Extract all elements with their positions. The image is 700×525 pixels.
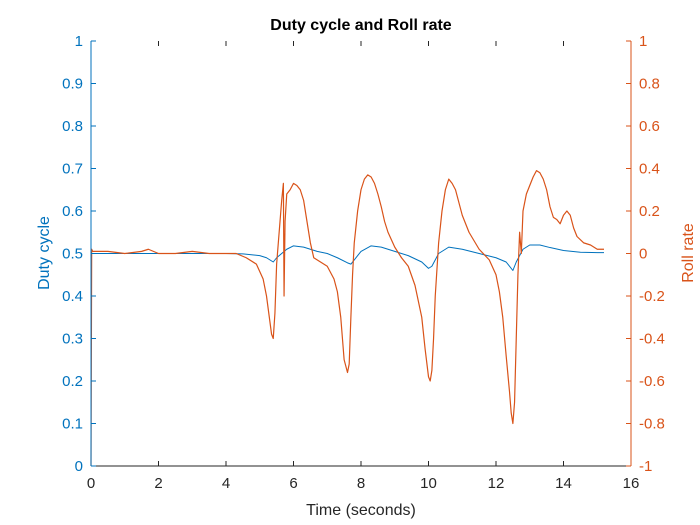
y-right-tick-label: 0	[639, 246, 647, 263]
x-tick-label: 0	[87, 475, 95, 492]
y-right-tick-label: -0.6	[639, 373, 665, 390]
y-right-tick-label: 0.4	[639, 161, 660, 178]
chart-title: Duty cycle and Roll rate	[270, 17, 451, 34]
x-axis: 0 2 4 6 8 10 12 14 16	[87, 41, 640, 492]
x-tick-label: 12	[488, 475, 505, 492]
x-tick-label: 16	[623, 475, 640, 492]
y-right-tick-label: 0.8	[639, 76, 660, 93]
y-left-tick-label: 0.3	[62, 331, 83, 348]
y-right-tick-label: 0.6	[639, 118, 660, 135]
y-left-tick-label: 0	[75, 458, 83, 475]
y-axis-left: 0 0.1 0.2 0.3 0.4 0.5 0.6 0.7 0.8 0.9 1	[62, 33, 96, 475]
x-tick-label: 14	[555, 475, 572, 492]
y-right-tick-label: -0.4	[639, 331, 665, 348]
y-right-tick-label: -1	[639, 458, 652, 475]
x-tick-label: 2	[154, 475, 162, 492]
y-axis-left-label: Duty cycle	[36, 216, 53, 290]
x-tick-label: 4	[222, 475, 230, 492]
y-left-tick-label: 0.5	[62, 246, 83, 263]
y-right-tick-label: 0.2	[639, 203, 660, 220]
x-tick-label: 8	[357, 475, 365, 492]
y-left-tick-label: 0.4	[62, 288, 83, 305]
y-left-tick-label: 0.8	[62, 118, 83, 135]
y-axis-right-label: Roll rate	[680, 223, 697, 283]
y-left-tick-label: 1	[75, 33, 83, 50]
y-left-tick-label: 0.1	[62, 416, 83, 433]
y-right-tick-label: -0.8	[639, 416, 665, 433]
x-tick-label: 6	[289, 475, 297, 492]
y-left-tick-label: 0.7	[62, 161, 83, 178]
y-right-tick-label: 1	[639, 33, 647, 50]
x-tick-label: 10	[420, 475, 437, 492]
series-line-left	[91, 244, 604, 271]
plot-area	[90, 170, 604, 467]
series-line-right	[90, 170, 604, 467]
y-left-tick-label: 0.9	[62, 76, 83, 93]
y-left-tick-label: 0.6	[62, 203, 83, 220]
y-left-tick-label: 0.2	[62, 373, 83, 390]
y-axis-right: -1 -0.8 -0.6 -0.4 -0.2 0 0.2 0.4 0.6 0.8 1	[626, 33, 665, 475]
y-right-tick-label: -0.2	[639, 288, 665, 305]
x-axis-label: Time (seconds)	[306, 502, 416, 519]
